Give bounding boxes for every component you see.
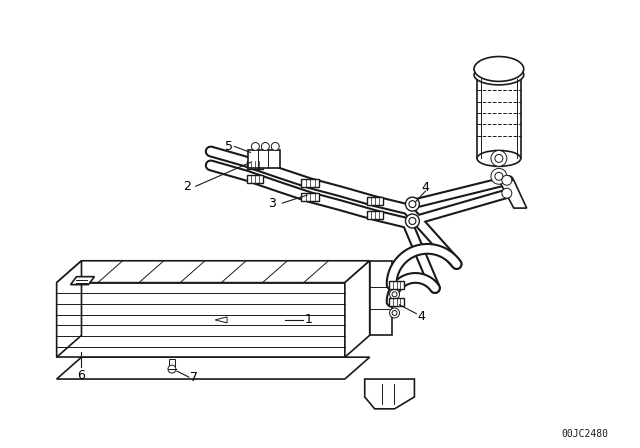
Polygon shape xyxy=(345,261,370,357)
Circle shape xyxy=(491,151,507,166)
Circle shape xyxy=(252,142,259,151)
Polygon shape xyxy=(248,161,263,169)
Circle shape xyxy=(168,365,176,373)
Polygon shape xyxy=(477,79,521,159)
Ellipse shape xyxy=(474,56,524,82)
Circle shape xyxy=(495,172,503,180)
Polygon shape xyxy=(248,151,280,168)
Polygon shape xyxy=(365,379,415,409)
Ellipse shape xyxy=(477,151,521,166)
Text: 5: 5 xyxy=(225,140,232,153)
Text: 6: 6 xyxy=(77,369,85,382)
Circle shape xyxy=(495,155,503,162)
Text: 2: 2 xyxy=(183,180,191,193)
Polygon shape xyxy=(70,277,95,284)
Circle shape xyxy=(261,142,269,151)
Circle shape xyxy=(409,218,416,224)
Polygon shape xyxy=(215,317,227,323)
Circle shape xyxy=(406,214,419,228)
Polygon shape xyxy=(499,180,527,208)
Ellipse shape xyxy=(474,65,524,85)
Polygon shape xyxy=(388,280,404,289)
Circle shape xyxy=(392,310,397,315)
Polygon shape xyxy=(367,197,383,205)
Text: 00JC2480: 00JC2480 xyxy=(561,429,608,439)
Circle shape xyxy=(390,289,399,299)
Text: 4: 4 xyxy=(417,310,426,323)
Polygon shape xyxy=(57,261,81,357)
Text: 7: 7 xyxy=(190,370,198,383)
Circle shape xyxy=(390,308,399,318)
Polygon shape xyxy=(248,175,263,183)
Text: 4: 4 xyxy=(421,181,429,194)
Circle shape xyxy=(271,142,279,151)
Circle shape xyxy=(406,197,419,211)
Circle shape xyxy=(491,168,507,184)
Circle shape xyxy=(392,292,397,297)
Polygon shape xyxy=(301,179,319,187)
Polygon shape xyxy=(169,359,175,369)
Circle shape xyxy=(409,201,416,207)
Circle shape xyxy=(502,188,512,198)
Polygon shape xyxy=(388,298,404,306)
Polygon shape xyxy=(370,261,392,335)
Polygon shape xyxy=(57,357,370,379)
Polygon shape xyxy=(301,193,319,201)
Polygon shape xyxy=(367,211,383,219)
Polygon shape xyxy=(57,261,370,283)
Text: 3: 3 xyxy=(268,197,276,210)
Text: 1: 1 xyxy=(305,314,313,327)
Circle shape xyxy=(502,175,512,185)
Polygon shape xyxy=(57,283,345,357)
